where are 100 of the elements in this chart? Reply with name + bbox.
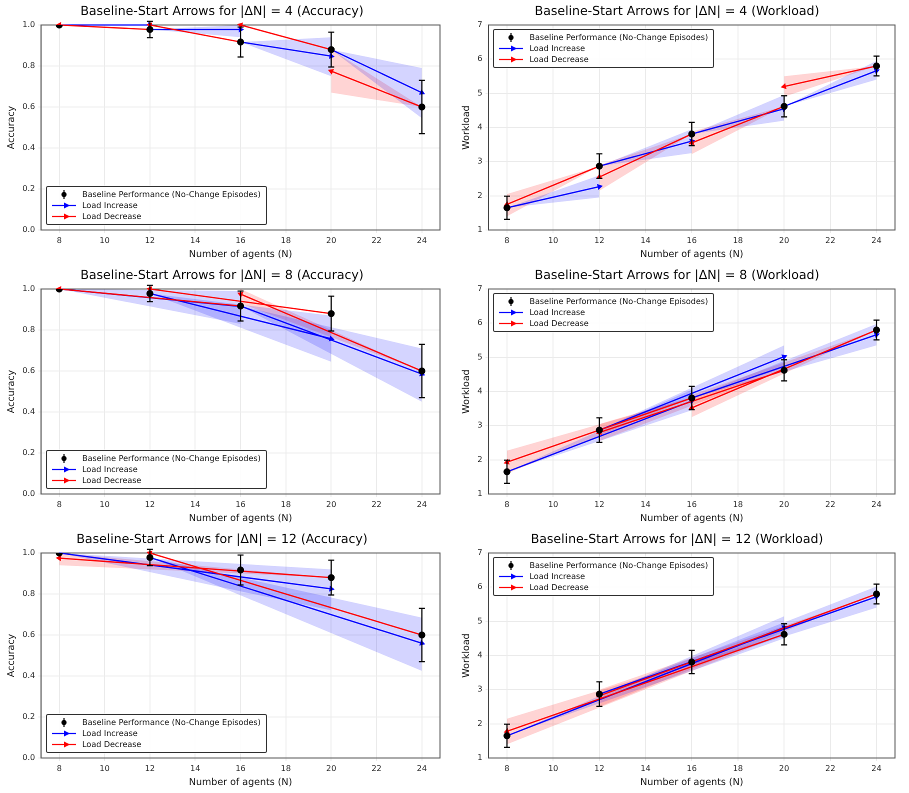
- x-tick-label: 24: [871, 236, 882, 245]
- legend-label: Load Increase: [529, 308, 586, 317]
- legend-label: Load Decrease: [529, 583, 589, 592]
- x-tick-label: 12: [144, 764, 155, 773]
- legend-label: Load Decrease: [529, 55, 589, 64]
- x-axis-title: Number of agents (N): [188, 248, 292, 260]
- legend-label: Load Decrease: [529, 319, 589, 328]
- x-tick-label: 18: [280, 764, 291, 773]
- y-tick-label: 4: [477, 650, 482, 660]
- x-tick-label: 12: [594, 764, 604, 773]
- x-tick-label: 8: [504, 764, 510, 773]
- y-tick-label: 6: [477, 54, 482, 64]
- y-tick-label: 0.2: [22, 712, 36, 722]
- x-tick-label: 16: [235, 236, 246, 245]
- y-tick-label: 1.0: [22, 20, 36, 30]
- x-tick-label: 24: [416, 764, 427, 773]
- x-axis-title: Number of agents (N): [640, 248, 744, 260]
- y-tick-label: 5: [477, 88, 482, 98]
- x-tick-label: 22: [825, 236, 836, 245]
- x-tick-label: 16: [686, 500, 697, 509]
- y-tick-label: 0.8: [22, 325, 36, 334]
- y-tick-label: 3: [477, 420, 482, 430]
- x-tick-label: 10: [548, 764, 558, 773]
- x-tick-label: 12: [144, 236, 155, 245]
- x-tick-label: 12: [594, 500, 604, 509]
- y-axis-title: Accuracy: [6, 105, 18, 150]
- x-tick-label: 8: [504, 500, 510, 509]
- x-tick-label: 22: [825, 764, 836, 773]
- y-tick-label: 0.6: [22, 102, 36, 112]
- y-axis-title: Workload: [461, 105, 472, 150]
- x-tick-label: 10: [548, 500, 558, 509]
- x-tick-label: 16: [686, 236, 697, 245]
- y-tick-label: 0.0: [22, 225, 36, 234]
- y-tick-label: 0.6: [22, 630, 36, 640]
- x-tick-label: 22: [371, 500, 382, 509]
- x-tick-label: 20: [779, 500, 790, 509]
- x-tick-label: 14: [640, 236, 651, 245]
- x-tick-label: 20: [326, 500, 336, 509]
- y-tick-label: 0.2: [22, 448, 36, 458]
- x-tick-label: 14: [190, 764, 200, 773]
- x-axis-title: Number of agents (N): [640, 512, 744, 524]
- x-tick-label: 16: [235, 500, 246, 509]
- legend-label: Load Increase: [82, 201, 138, 210]
- y-tick-label: 1: [477, 489, 482, 498]
- y-tick-label: 6: [477, 582, 482, 592]
- y-tick-label: 7: [477, 548, 482, 558]
- y-tick-label: 4: [477, 386, 482, 396]
- x-tick-label: 10: [99, 764, 110, 773]
- y-tick-label: 4: [477, 122, 482, 132]
- y-tick-label: 1.0: [22, 548, 36, 558]
- x-tick-label: 24: [871, 500, 882, 509]
- legend-label: Baseline Performance (No-Change Episodes): [82, 718, 261, 727]
- x-tick-label: 20: [779, 236, 790, 245]
- legend-label: Load Decrease: [82, 212, 142, 221]
- y-axis-title: Accuracy: [6, 633, 18, 678]
- y-tick-label: 7: [477, 20, 482, 30]
- x-tick-label: 10: [99, 500, 110, 509]
- legend-label: Baseline Performance (No-Change Episodes): [529, 561, 708, 570]
- chart-title: Baseline-Start Arrows for |ΔN| = 4 (Accuracy): [80, 2, 364, 18]
- x-tick-label: 18: [732, 764, 744, 773]
- x-tick-label: 8: [56, 500, 62, 509]
- x-tick-label: 14: [190, 500, 200, 509]
- y-tick-label: 0.2: [22, 184, 36, 194]
- x-tick-label: 14: [640, 764, 651, 773]
- x-tick-label: 14: [640, 500, 651, 509]
- y-tick-label: 1.0: [22, 284, 36, 294]
- x-tick-label: 20: [779, 764, 790, 773]
- legend-label: Load Increase: [82, 729, 138, 738]
- x-tick-label: 18: [732, 236, 744, 245]
- y-tick-label: 5: [477, 616, 482, 626]
- x-tick-label: 18: [732, 500, 744, 509]
- x-tick-label: 16: [235, 764, 246, 773]
- legend-label: Load Decrease: [82, 476, 142, 485]
- x-tick-label: 24: [416, 500, 427, 509]
- y-tick-label: 7: [477, 284, 482, 294]
- y-axis-title: Accuracy: [6, 369, 18, 414]
- y-axis-title: Workload: [461, 633, 472, 678]
- x-tick-label: 12: [594, 236, 604, 245]
- x-tick-label: 10: [99, 236, 110, 245]
- x-tick-label: 10: [548, 236, 558, 245]
- x-axis-title: Number of agents (N): [188, 776, 292, 788]
- chart-title: Baseline-Start Arrows for |ΔN| = 8 (Workload): [534, 266, 820, 282]
- x-tick-label: 14: [190, 236, 200, 245]
- y-tick-label: 2: [477, 718, 482, 728]
- y-tick-label: 6: [477, 318, 482, 328]
- x-tick-label: 22: [825, 500, 836, 509]
- legend-label: Load Increase: [82, 465, 138, 474]
- y-tick-label: 5: [477, 352, 482, 362]
- y-tick-label: 0.6: [22, 366, 36, 376]
- chart-title: Baseline-Start Arrows for |ΔN| = 12 (Accuracy): [76, 530, 368, 546]
- legend-label: Load Increase: [529, 572, 586, 581]
- legend-label: Baseline Performance (No-Change Episodes): [529, 33, 708, 42]
- y-tick-label: 1: [477, 753, 482, 762]
- legend-label: Baseline Performance (No-Change Episodes): [82, 454, 261, 463]
- x-tick-label: 22: [371, 236, 382, 245]
- x-tick-label: 20: [326, 236, 336, 245]
- x-tick-label: 16: [686, 764, 697, 773]
- x-axis-title: Number of agents (N): [640, 776, 744, 788]
- y-tick-label: 0.0: [22, 489, 36, 498]
- x-tick-label: 24: [416, 236, 427, 245]
